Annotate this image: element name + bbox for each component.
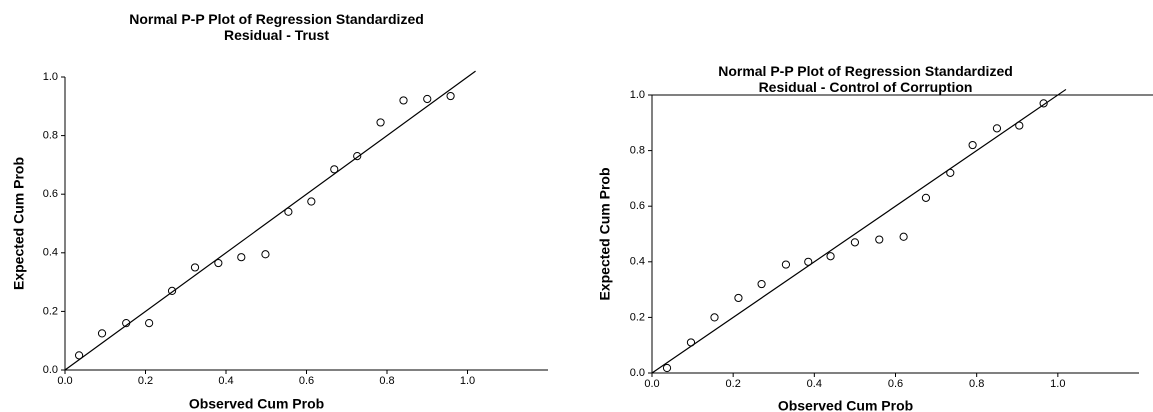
point	[167, 286, 177, 295]
y-tick-label: 0.0	[630, 367, 645, 379]
point	[781, 260, 791, 269]
point	[899, 232, 908, 241]
point	[757, 279, 766, 289]
x-tick-label: 0.2	[726, 378, 741, 390]
point	[284, 207, 293, 216]
y-tick-label: 0.4	[43, 247, 58, 259]
point	[826, 252, 835, 261]
y-tick-label: 0.4	[630, 256, 645, 268]
point	[74, 351, 84, 360]
y-axis-title: Expected Cum Prob	[597, 167, 613, 300]
point	[968, 140, 977, 150]
point	[399, 96, 408, 105]
point	[1015, 121, 1024, 130]
point	[307, 197, 316, 206]
x-tick-label: 0.2	[138, 375, 153, 387]
x-tick-label: 0.4	[218, 375, 233, 387]
y-tick-label: 0.8	[43, 130, 58, 142]
x-tick-label: 1.0	[460, 375, 475, 387]
point	[875, 235, 884, 244]
reference-line	[64, 70, 476, 371]
y-tick-label: 0.6	[43, 188, 58, 200]
y-tick-label: 1.0	[630, 89, 645, 101]
point	[214, 258, 223, 268]
x-axis-title: Observed Cum Prob	[189, 396, 324, 412]
x-tick-label: 1.0	[1050, 378, 1065, 390]
chart-title: Normal P-P Plot of Regression Standardiz…	[718, 63, 1013, 95]
x-tick-label: 0.8	[379, 375, 394, 387]
point	[710, 313, 719, 322]
y-axis-title: Expected Cum Prob	[11, 157, 27, 290]
point	[237, 253, 246, 262]
y-tick-label: 0.2	[43, 305, 58, 317]
y-tick-label: 0.6	[630, 200, 645, 212]
x-axis-title: Observed Cum Prob	[778, 398, 913, 412]
x-tick-label: 0.6	[888, 378, 903, 390]
reference-line	[651, 88, 1067, 374]
x-tick-label: 0.4	[807, 378, 822, 390]
y-tick-label: 1.0	[43, 71, 58, 83]
chart-title: Normal P-P Plot of Regression Standardiz…	[129, 11, 424, 43]
point	[190, 263, 200, 272]
y-tick-label: 0.2	[630, 311, 645, 323]
point	[97, 329, 107, 338]
point	[686, 338, 696, 347]
point	[353, 152, 362, 161]
x-tick-label: 0.0	[644, 378, 659, 390]
point	[662, 363, 672, 373]
point	[946, 168, 955, 177]
y-tick-label: 0.0	[43, 364, 58, 376]
point	[1039, 99, 1048, 108]
point	[921, 193, 931, 202]
x-tick-label: 0.6	[299, 375, 314, 387]
point	[446, 91, 455, 101]
point	[122, 319, 131, 328]
x-tick-label: 0.8	[969, 378, 984, 390]
point	[992, 124, 1002, 133]
point	[734, 293, 743, 303]
point	[850, 238, 860, 247]
y-tick-label: 0.8	[630, 145, 645, 157]
point	[145, 319, 154, 328]
point	[423, 94, 432, 104]
point	[804, 257, 813, 266]
point	[376, 118, 385, 127]
point	[261, 250, 270, 259]
x-tick-label: 0.0	[57, 375, 72, 387]
point	[330, 165, 339, 174]
